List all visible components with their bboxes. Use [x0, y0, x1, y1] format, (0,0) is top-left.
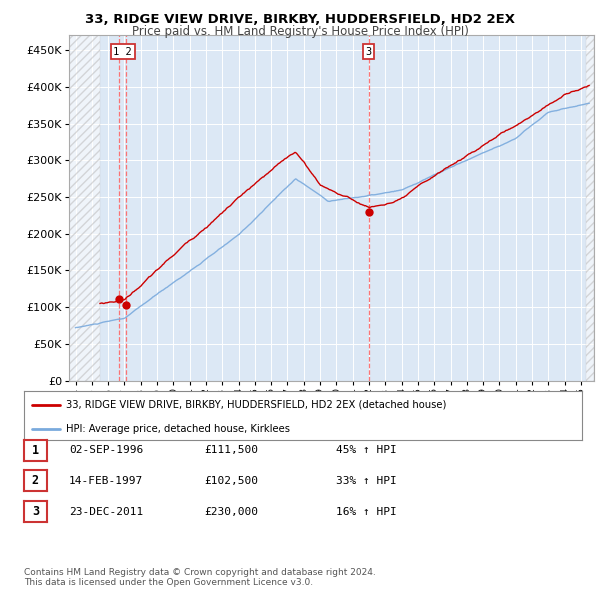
- Text: £230,000: £230,000: [204, 507, 258, 516]
- Text: £111,500: £111,500: [204, 445, 258, 455]
- Text: Price paid vs. HM Land Registry's House Price Index (HPI): Price paid vs. HM Land Registry's House …: [131, 25, 469, 38]
- Text: 14-FEB-1997: 14-FEB-1997: [69, 476, 143, 486]
- Text: Contains HM Land Registry data © Crown copyright and database right 2024.
This d: Contains HM Land Registry data © Crown c…: [24, 568, 376, 587]
- Text: 3: 3: [32, 505, 39, 518]
- Text: 02-SEP-1996: 02-SEP-1996: [69, 445, 143, 455]
- Bar: [69, 35, 100, 381]
- Text: HPI: Average price, detached house, Kirklees: HPI: Average price, detached house, Kirk…: [66, 424, 290, 434]
- Text: 3: 3: [365, 47, 372, 57]
- Text: 16% ↑ HPI: 16% ↑ HPI: [336, 507, 397, 516]
- Text: 45% ↑ HPI: 45% ↑ HPI: [336, 445, 397, 455]
- Text: 23-DEC-2011: 23-DEC-2011: [69, 507, 143, 516]
- Text: 33% ↑ HPI: 33% ↑ HPI: [336, 476, 397, 486]
- Text: 1: 1: [32, 444, 39, 457]
- Text: 33, RIDGE VIEW DRIVE, BIRKBY, HUDDERSFIELD, HD2 2EX: 33, RIDGE VIEW DRIVE, BIRKBY, HUDDERSFIE…: [85, 13, 515, 26]
- Bar: [586, 35, 594, 381]
- Text: £102,500: £102,500: [204, 476, 258, 486]
- Text: 2: 2: [32, 474, 39, 487]
- Text: 33, RIDGE VIEW DRIVE, BIRKBY, HUDDERSFIELD, HD2 2EX (detached house): 33, RIDGE VIEW DRIVE, BIRKBY, HUDDERSFIE…: [66, 399, 446, 409]
- Text: 1 2: 1 2: [113, 47, 132, 57]
